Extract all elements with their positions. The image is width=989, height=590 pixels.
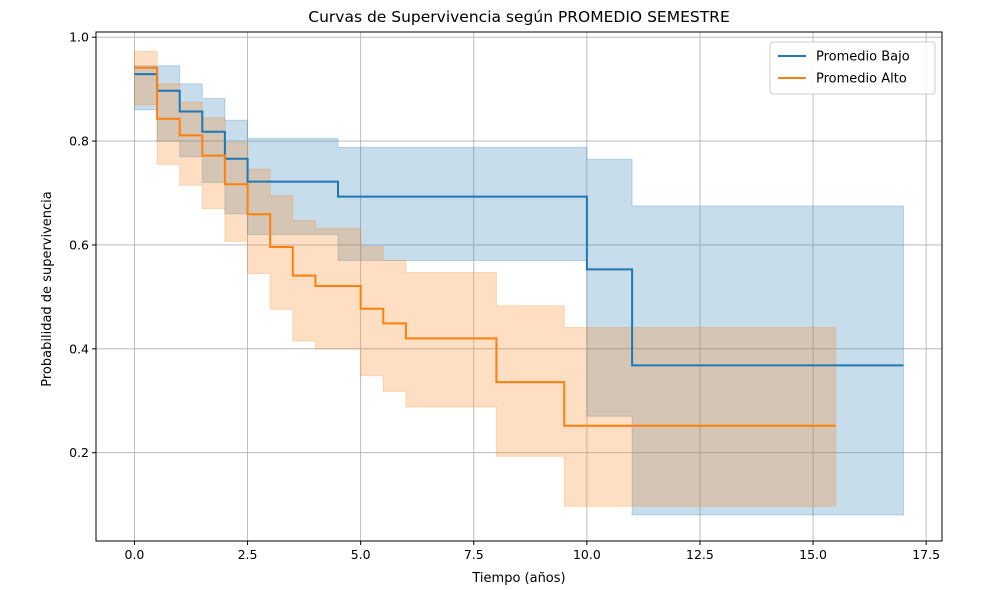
x-tick-label: 0.0 bbox=[125, 547, 145, 562]
legend-box bbox=[769, 41, 936, 95]
confidence-band bbox=[134, 65, 904, 516]
legend: Promedio Bajo Promedio Alto bbox=[769, 41, 936, 95]
x-tick-label: 15.0 bbox=[799, 547, 827, 562]
y-tick-label: 1.0 bbox=[69, 30, 89, 45]
y-axis-label: Probabilidad de supervivencia bbox=[40, 191, 55, 386]
x-tick-label: 12.5 bbox=[686, 547, 714, 562]
x-tick-label: 2.5 bbox=[238, 547, 258, 562]
chart-title: Curvas de Supervivencia según PROMEDIO S… bbox=[308, 8, 729, 26]
series-line bbox=[134, 66, 836, 427]
plot-area: 0.0 2.5 5.0 7.5 10.0 12.5 15.0 17.5 0.2 0.4 0.6 0.8… bbox=[69, 30, 943, 562]
legend-label: Promedio Bajo bbox=[816, 50, 910, 65]
plot-frame bbox=[95, 31, 943, 542]
legend-label: Promedio Alto bbox=[816, 72, 907, 87]
x-tick-label: 5.0 bbox=[351, 547, 371, 562]
x-tick-label: 17.5 bbox=[912, 547, 940, 562]
y-tick-label: 0.2 bbox=[69, 445, 89, 460]
confidence-band bbox=[134, 50, 837, 507]
series-line bbox=[134, 73, 904, 367]
x-axis-label: Tiempo (años) bbox=[471, 571, 565, 586]
x-tick-label: 7.5 bbox=[464, 547, 484, 562]
y-tick-label: 0.4 bbox=[69, 341, 89, 356]
y-tick-label: 0.6 bbox=[69, 237, 89, 252]
y-tick-label: 0.8 bbox=[69, 134, 89, 149]
x-tick-label: 10.0 bbox=[573, 547, 601, 562]
